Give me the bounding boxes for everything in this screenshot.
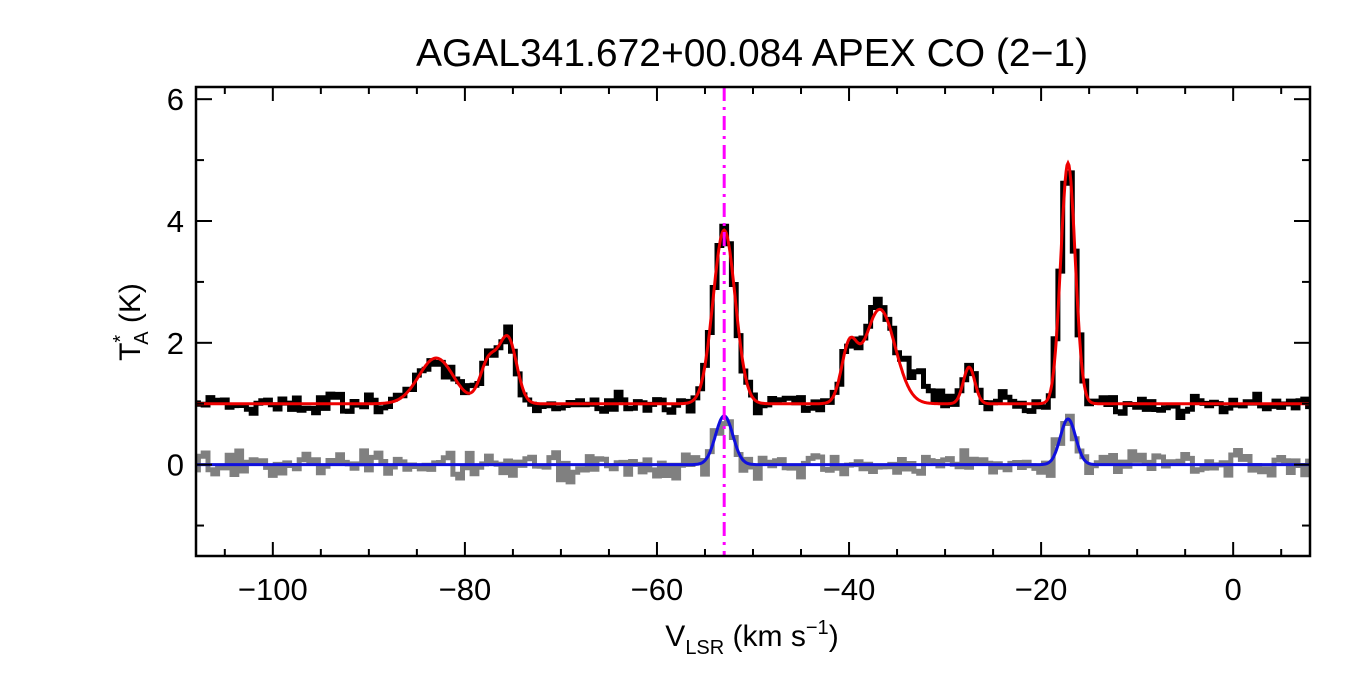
series-3-line	[196, 414, 1310, 467]
plot-frame	[194, 85, 1312, 558]
series-0-step	[195, 170, 1311, 420]
series-2-step	[195, 413, 1311, 485]
y-tick-label: 4	[167, 204, 184, 239]
x-tick-label: 0	[1225, 572, 1242, 607]
series-1-line	[196, 159, 1310, 406]
x-tick-label: −80	[439, 572, 492, 607]
chart-title: AGAL341.672+00.084 APEX CO (2−1)	[416, 32, 1088, 75]
y-tick-label: 6	[167, 82, 184, 117]
series-layer	[195, 87, 1311, 556]
ticks-layer: −100 −80 −60 −40 −20 0 0 2 4 6	[167, 82, 1310, 607]
y-tick-label: 0	[167, 448, 184, 483]
x-tick-label: −20	[1015, 572, 1068, 607]
y-tick-label: 2	[167, 326, 184, 361]
x-tick-label: −60	[631, 572, 684, 607]
x-tick-label: −100	[238, 572, 308, 607]
y-axis-label: T*A (K)	[110, 283, 153, 361]
x-axis-label: VLSR (km s−1)	[665, 617, 838, 659]
x-tick-label: −40	[823, 572, 876, 607]
